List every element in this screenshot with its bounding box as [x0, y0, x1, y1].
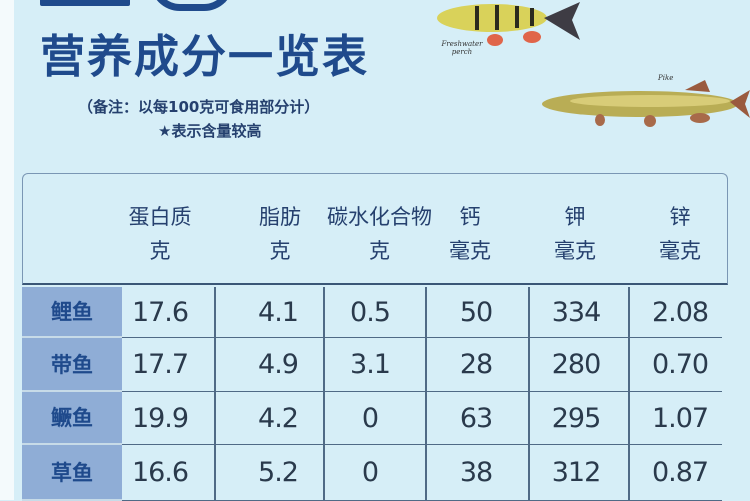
table-cell: 16.6 [131, 457, 189, 488]
perch-caption: Freshwater perch [441, 40, 483, 56]
column-unit: 克 [269, 239, 291, 263]
column-unit: 毫克 [449, 239, 491, 263]
cropped-heading-fragment [150, 0, 234, 11]
table-cell: 0.87 [651, 457, 709, 488]
left-margin [0, 0, 14, 500]
table-cell: 2.08 [651, 297, 709, 328]
table-cell: 63 [459, 403, 493, 434]
table-cell: 4.9 [258, 349, 299, 380]
perch-illustration [437, 2, 580, 46]
table-cell: 0.5 [350, 297, 391, 328]
table-cell: 4.1 [258, 297, 299, 328]
pike-caption: Pike [658, 74, 674, 82]
table-cell: 280 [551, 349, 602, 380]
column-name: 脂肪 [259, 205, 301, 229]
table-cell: 0.70 [651, 349, 709, 380]
table-cell: 28 [459, 349, 493, 380]
star-note: ★表示含量较高 [158, 122, 262, 140]
table-cell: 19.9 [131, 403, 189, 434]
table-cell: 334 [551, 297, 602, 328]
column-name: 钾 [564, 205, 586, 229]
table-cell: 5.2 [258, 457, 299, 488]
table-cell: 312 [551, 457, 602, 488]
column-name: 蛋白质 [128, 205, 192, 229]
table-cell: 17.6 [131, 297, 189, 328]
column-unit: 毫克 [659, 239, 701, 263]
table-cell: 295 [551, 403, 602, 434]
column-unit: 毫克 [554, 239, 596, 263]
column-header-protein: 蛋白质克 [105, 200, 215, 268]
column-header-carbohydrate: 碳水化合物克 [312, 200, 447, 268]
row-label: 草鱼 [22, 445, 122, 501]
column-unit: 克 [369, 239, 390, 263]
column-divider [628, 287, 630, 500]
column-header-fat: 脂肪克 [225, 200, 335, 268]
column-name: 钙 [459, 205, 481, 229]
table-cell: 0 [361, 403, 379, 434]
column-unit: 克 [149, 239, 171, 263]
column-header-calcium: 钙毫克 [415, 200, 525, 268]
table-cell: 4.2 [258, 403, 299, 434]
column-name: 碳水化合物 [327, 205, 432, 229]
column-divider [214, 287, 216, 500]
column-divider [425, 287, 427, 500]
unit-note: （备注：以每100克可食用部分计） [78, 98, 320, 116]
table-cell: 17.7 [131, 349, 189, 380]
table-cell: 1.07 [651, 403, 709, 434]
column-divider [528, 287, 530, 500]
table-cell: 0 [361, 457, 379, 488]
column-name: 锌 [669, 205, 691, 229]
table-row [122, 287, 722, 338]
pike-illustration [542, 80, 750, 127]
cropped-heading-fragment [40, 0, 130, 6]
table-cell: 3.1 [350, 349, 391, 380]
row-label: 鳜鱼 [22, 392, 122, 445]
table-cell: 50 [459, 297, 493, 328]
column-header-zinc: 锌毫克 [625, 200, 735, 268]
row-label: 鲤鱼 [22, 287, 122, 338]
table-cell: 38 [459, 457, 493, 488]
table-row [122, 338, 722, 392]
table-row [122, 392, 722, 445]
column-divider [323, 287, 325, 500]
table-header [22, 173, 728, 285]
column-header-potassium: 钾毫克 [520, 200, 630, 268]
row-label: 带鱼 [22, 338, 122, 392]
page-title: 营养成分一览表 [40, 30, 370, 83]
